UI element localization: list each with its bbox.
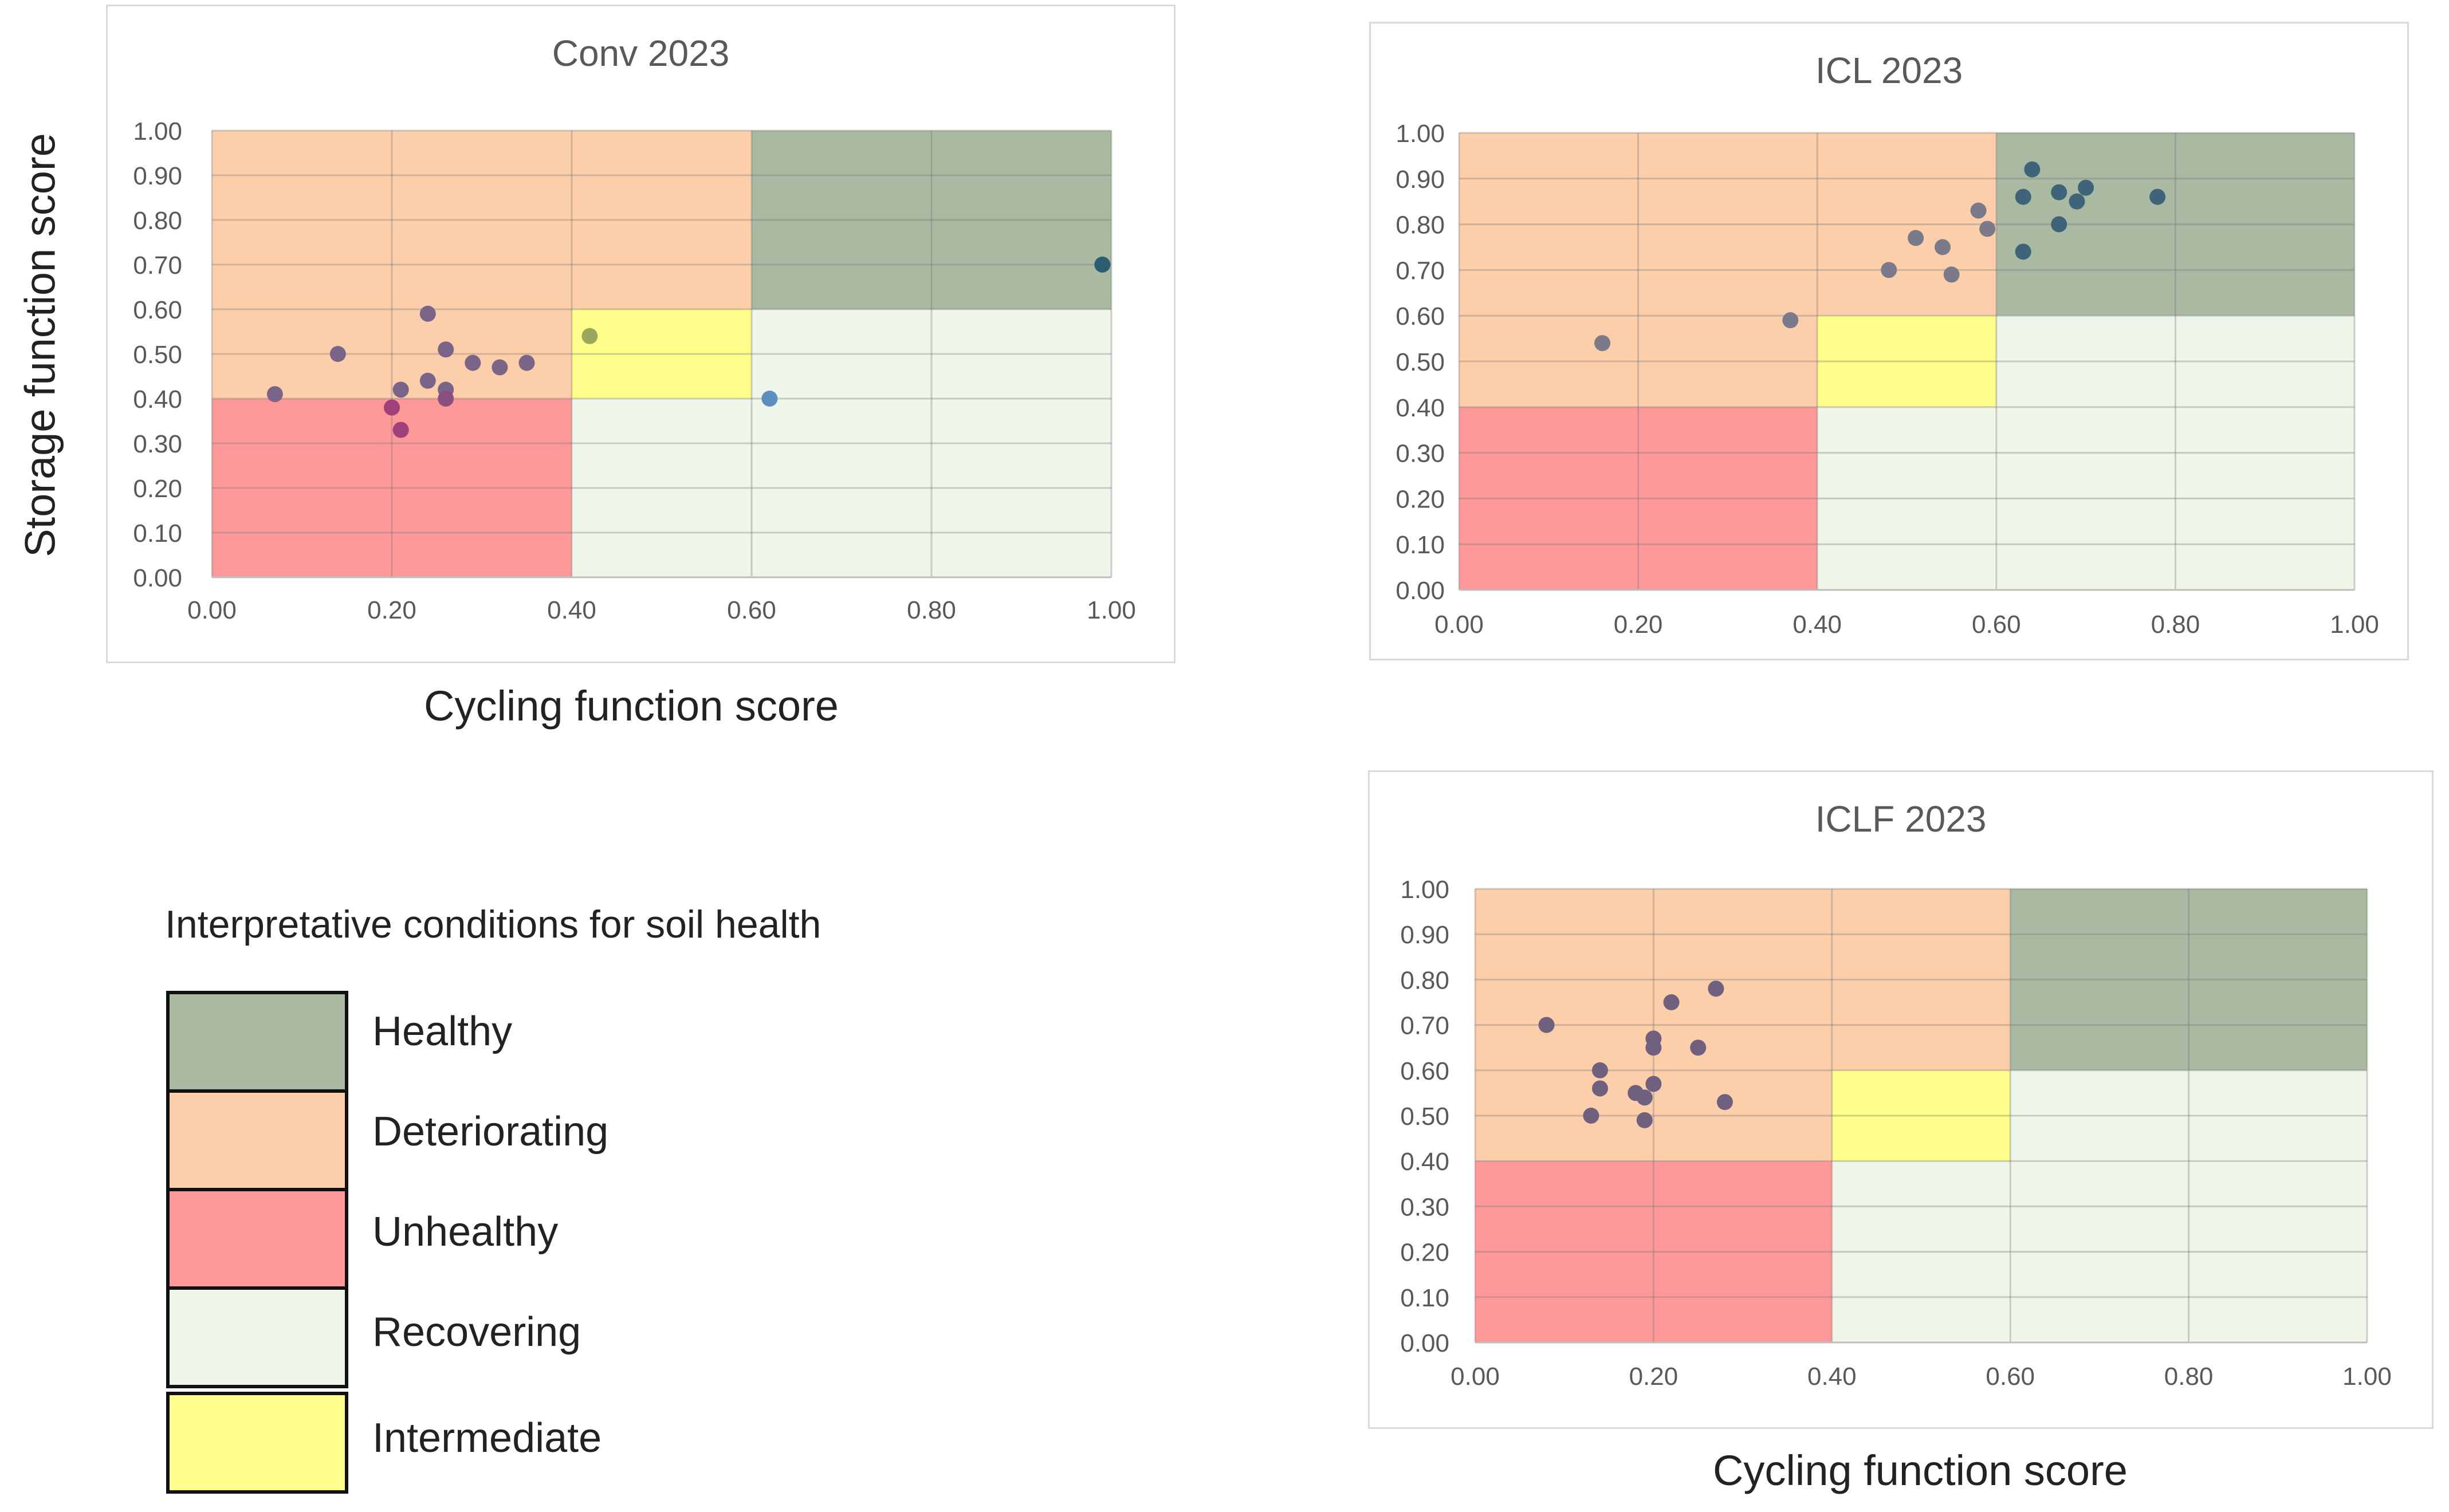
legend-swatch-healthy [166, 991, 348, 1093]
legend-label-deteriorating: Deteriorating [372, 1109, 609, 1155]
legend-swatch-unhealthy [166, 1188, 348, 1290]
chart-title: Conv 2023 [552, 33, 730, 74]
y-axis-title: Storage function score [16, 133, 64, 557]
legend-swatch-deteriorating [166, 1089, 348, 1191]
chart-title: ICL 2023 [1815, 50, 1963, 91]
legend-label-healthy: Healthy [372, 1009, 513, 1054]
chart-title: ICLF 2023 [1815, 798, 1987, 840]
legend-label-recovering: Recovering [372, 1309, 581, 1355]
legend-title: Interpretative conditions for soil healt… [165, 903, 821, 946]
legend-label-intermediate: Intermediate [372, 1415, 602, 1461]
chart-icl-2023: ICL 2023 [1369, 22, 2409, 660]
legend-swatch-intermediate [166, 1392, 348, 1494]
chart-iclf-2023: ICLF 2023 [1368, 770, 2434, 1429]
x-axis-title-bottom: Cycling function score [1713, 1447, 2128, 1494]
chart-conv-2023: Conv 2023 [106, 5, 1176, 663]
legend-label-unhealthy: Unhealthy [372, 1209, 559, 1255]
x-axis-title-top: Cycling function score [424, 682, 839, 730]
legend-swatch-recovering [166, 1286, 348, 1388]
